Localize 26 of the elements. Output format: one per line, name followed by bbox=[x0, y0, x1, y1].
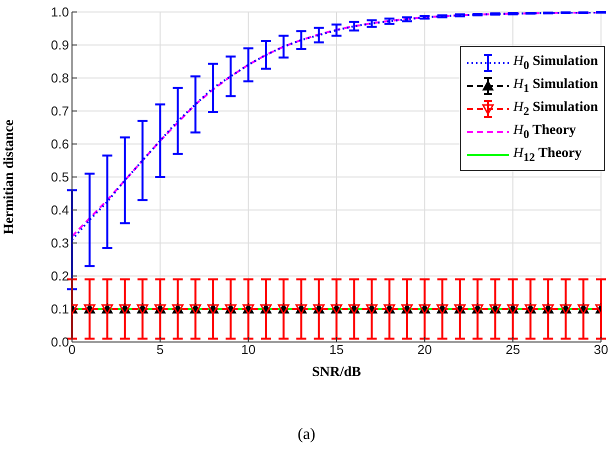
x-tick-label: 15 bbox=[329, 342, 344, 358]
text: (a) bbox=[296, 426, 316, 444]
legend-label: H$_{0}$ Theory bbox=[513, 122, 576, 140]
y-tick-label: 0.9 bbox=[50, 38, 69, 53]
legend-label: H$_{1}$ Simulation bbox=[513, 76, 598, 94]
x-tick-label: 20 bbox=[417, 342, 432, 358]
x-axis-title: SNR/dB bbox=[312, 364, 362, 380]
legend-label: H$_{0}$ Simulation bbox=[513, 54, 598, 72]
x-tick-label: 30 bbox=[594, 342, 608, 358]
y-tick-label: 0.8 bbox=[50, 70, 69, 86]
y-tick-label: 1.0 bbox=[50, 4, 69, 20]
y-tick-label: 0.4 bbox=[50, 202, 69, 218]
y-tick-label: 0.2 bbox=[50, 268, 69, 284]
x-tick-label: 0 bbox=[68, 342, 76, 358]
y-tick-label: 0.3 bbox=[50, 236, 69, 251]
y-tick-label: 0.5 bbox=[50, 170, 69, 185]
x-tick-label: 25 bbox=[506, 342, 520, 358]
legend-label: H$_{2}$ Simulation bbox=[513, 100, 598, 118]
y-axis-title: Hermitian distance bbox=[2, 120, 17, 234]
y-tick-label: 0.6 bbox=[50, 136, 69, 152]
y-tick-label: 0.7 bbox=[50, 104, 69, 119]
x-tick-label: 10 bbox=[241, 342, 256, 358]
x-tick-label: 5 bbox=[156, 342, 164, 358]
y-tick-label: 0.0 bbox=[50, 334, 69, 350]
y-tick-label: 0.1 bbox=[50, 302, 69, 317]
legend-label: H$_{12}$ Theory bbox=[513, 146, 582, 164]
